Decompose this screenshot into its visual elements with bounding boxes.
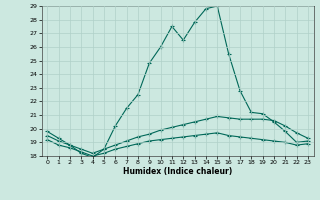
X-axis label: Humidex (Indice chaleur): Humidex (Indice chaleur) bbox=[123, 167, 232, 176]
